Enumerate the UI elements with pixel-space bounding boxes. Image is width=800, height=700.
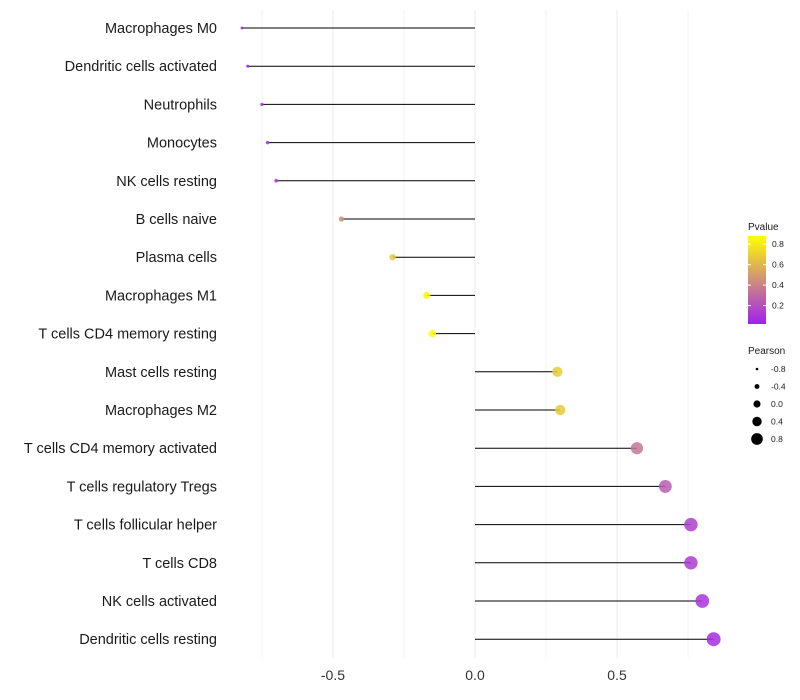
category-label: B cells naive — [136, 212, 217, 228]
x-axis-ticks: -0.5 0.0 0.5 — [321, 667, 627, 683]
category-label: Mast cells resting — [105, 365, 217, 381]
legend-pearson-label: -0.8 — [771, 364, 786, 374]
category-label: Macrophages M1 — [105, 288, 217, 304]
x-tick-label: -0.5 — [321, 667, 345, 683]
category-label: T cells CD8 — [142, 556, 217, 572]
category-label: T cells regulatory Tregs — [67, 479, 217, 495]
legend-pearson-key — [755, 367, 759, 371]
legend-pvalue-tick-label: 0.2 — [772, 301, 784, 311]
legend-pearson-label: 0.8 — [771, 434, 783, 444]
lollipop-point — [555, 404, 566, 416]
legend-pvalue: Pvalue 0.2 0.4 0.6 0.8 — [748, 222, 784, 324]
lollipop-point — [423, 291, 431, 300]
legend-pearson-label: 0.4 — [771, 417, 783, 427]
category-label: NK cells activated — [102, 594, 217, 610]
lollipop-point — [246, 64, 250, 68]
grid-lines — [261, 10, 689, 658]
lollipop-point — [552, 366, 563, 377]
lollipop-point — [338, 216, 345, 222]
legend-pearson-key — [751, 433, 763, 445]
lollipop-point — [706, 632, 721, 647]
category-labels: Macrophages M0 Dendritic cells activated N… — [24, 21, 217, 648]
legend-pearson-label: 0.0 — [771, 399, 783, 409]
category-label: Monocytes — [147, 136, 217, 152]
lollipop-stems — [242, 27, 714, 640]
legend-pearson: Pearson -0.8 -0.4 0.0 0.4 0.8 — [748, 346, 786, 445]
category-label: T cells CD4 memory activated — [24, 441, 217, 457]
category-label: Dendritic cells resting — [79, 632, 217, 648]
x-tick-label: 0.5 — [607, 667, 627, 683]
legend-pearson-key — [754, 384, 760, 389]
legend-pearson-key — [752, 416, 762, 427]
lollipop-point — [684, 556, 698, 570]
x-tick-label: 0.0 — [465, 667, 485, 683]
lollipop-point — [265, 140, 270, 145]
category-label: Macrophages M2 — [105, 403, 217, 419]
lollipop-point — [695, 594, 710, 608]
lollipop-point — [630, 442, 644, 455]
category-label: Plasma cells — [136, 250, 217, 266]
category-label: T cells follicular helper — [74, 518, 217, 534]
lollipop-point — [274, 178, 279, 183]
category-label: T cells CD4 memory resting — [38, 327, 217, 343]
legend-pvalue-tick-label: 0.4 — [772, 280, 784, 290]
lollipop-points — [240, 26, 721, 647]
lollipop-point — [428, 329, 437, 338]
lollipop-point — [389, 253, 396, 261]
legend-pvalue-tick-label: 0.8 — [772, 239, 784, 249]
lollipop-point — [658, 479, 672, 493]
legend-pearson-key — [753, 400, 761, 408]
legend-pvalue-tick-label: 0.6 — [772, 260, 784, 270]
category-label: Macrophages M0 — [105, 21, 217, 37]
legend-pvalue-title: Pvalue — [748, 222, 779, 233]
lollipop-point — [684, 517, 698, 532]
legend-pvalue-colorbar — [748, 236, 766, 324]
legend-pearson-title: Pearson — [748, 346, 785, 357]
category-label: Dendritic cells activated — [65, 59, 217, 75]
legend-pearson-label: -0.4 — [771, 382, 786, 392]
category-label: NK cells resting — [116, 174, 217, 190]
category-label: Neutrophils — [144, 97, 217, 113]
lollipop-point — [260, 102, 264, 107]
lollipop-point — [240, 26, 244, 30]
